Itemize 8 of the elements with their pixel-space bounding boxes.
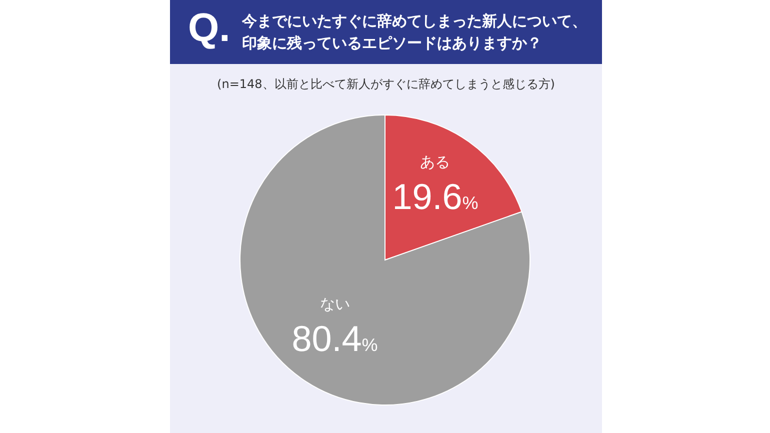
- data-label: 80.4%: [292, 318, 378, 360]
- data-label: 19.6%: [392, 176, 478, 217]
- chart-title: 今までにいたすぐに辞めてしまった新人について、印象に残っているエピソードはありますか？: [242, 11, 588, 54]
- slice-label: ある: [420, 152, 450, 171]
- chart-subtitle: (n=148、以前と比べて新人がすぐに辞めてしまうと感じる方): [216, 76, 556, 93]
- slice-label: ない: [320, 295, 350, 314]
- text: Q.: [188, 6, 230, 51]
- pie-slice: [240, 114, 530, 406]
